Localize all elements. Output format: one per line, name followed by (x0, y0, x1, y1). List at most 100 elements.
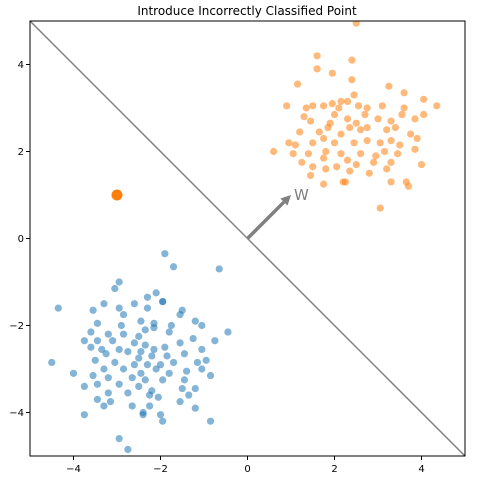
orange-point (372, 152, 380, 160)
blue-point (106, 398, 115, 406)
blue-point (48, 358, 56, 367)
blue-point (198, 365, 206, 373)
orange-point (285, 139, 293, 147)
y-tick-label: 0 (18, 234, 24, 245)
orange-point (357, 150, 365, 158)
orange-point (420, 110, 428, 119)
blue-point (215, 265, 223, 273)
blue-point (167, 321, 175, 330)
orange-point (400, 104, 408, 112)
blue-point (146, 402, 154, 410)
orange-point (322, 147, 330, 156)
plot-area: W (30, 21, 465, 456)
orange-point (320, 154, 328, 162)
blue-point (211, 337, 219, 345)
misclassified-point (111, 189, 123, 201)
orange-point (387, 117, 395, 125)
blue-point (89, 371, 97, 380)
orange-point (348, 76, 356, 84)
orange-point (293, 80, 302, 88)
orange-point (322, 165, 330, 173)
orange-point (350, 91, 358, 99)
blue-point (87, 328, 95, 336)
orange-point (365, 169, 373, 177)
orange-point (302, 104, 310, 112)
blue-point (176, 398, 184, 406)
orange-point (343, 156, 352, 164)
blue-point (139, 411, 147, 419)
blue-point (130, 361, 138, 369)
orange-point (300, 113, 308, 121)
blue-point (119, 330, 128, 338)
blue-point (130, 339, 138, 347)
orange-point (404, 182, 413, 190)
blue-point (119, 311, 128, 319)
orange-point (354, 102, 363, 110)
weight-vector-arrowhead (280, 195, 291, 206)
orange-point (411, 145, 419, 153)
blue-point (69, 369, 78, 377)
orange-point (309, 102, 317, 110)
blue-point (102, 350, 110, 358)
blue-point (104, 389, 112, 397)
blue-point (141, 326, 149, 334)
x-tick-label: 4 (418, 464, 424, 475)
orange-point (363, 104, 371, 112)
blue-point (156, 411, 165, 419)
blue-point (176, 311, 184, 319)
blue-point (185, 391, 193, 399)
blue-point (115, 345, 123, 354)
orange-point (320, 134, 328, 143)
blue-point (137, 369, 145, 377)
orange-point (320, 180, 328, 188)
blue-point (169, 358, 178, 367)
blue-point (115, 304, 123, 312)
blue-point (87, 343, 95, 351)
orange-point (357, 126, 365, 134)
blue-point (193, 358, 202, 367)
orange-point (328, 69, 336, 77)
blue-point (198, 321, 206, 330)
blue-point (80, 382, 88, 390)
orange-point (304, 150, 312, 158)
orange-point (346, 123, 354, 132)
blue-point (159, 417, 167, 425)
orange-point (363, 137, 371, 145)
x-tick-label: 2 (331, 464, 337, 475)
weight-vector-shaft (246, 200, 286, 240)
blue-point (93, 395, 102, 404)
orange-point (346, 167, 354, 175)
blue-point (98, 345, 106, 354)
blue-point (115, 278, 123, 286)
orange-point (270, 147, 278, 156)
orange-point (411, 115, 419, 123)
blue-point (124, 348, 132, 356)
orange-point (383, 126, 391, 134)
chart-title: Introduce Incorrectly Classified Point (137, 4, 357, 18)
blue-point (180, 350, 189, 358)
orange-point (387, 158, 395, 166)
x-axis: −4 −2 0 2 4 (66, 456, 425, 475)
blue-point (198, 345, 206, 354)
blue-point (161, 343, 169, 351)
blue-point (135, 382, 143, 390)
orange-point (361, 110, 369, 119)
orange-point (309, 163, 317, 171)
blue-point (150, 345, 158, 354)
orange-point (343, 115, 352, 123)
orange-point (407, 130, 415, 138)
y-axis: −4 −2 0 2 4 (9, 60, 30, 419)
blue-point (93, 337, 102, 345)
blue-point (152, 289, 160, 297)
blue-point (143, 304, 152, 312)
blue-point (93, 319, 102, 327)
orange-point (283, 102, 291, 110)
orange-point (335, 104, 343, 112)
blue-point (137, 317, 145, 325)
orange-point (433, 102, 441, 110)
y-tick-label: −4 (9, 408, 24, 419)
blue-point (117, 321, 125, 330)
orange-point (352, 160, 360, 169)
orange-point (330, 110, 339, 119)
